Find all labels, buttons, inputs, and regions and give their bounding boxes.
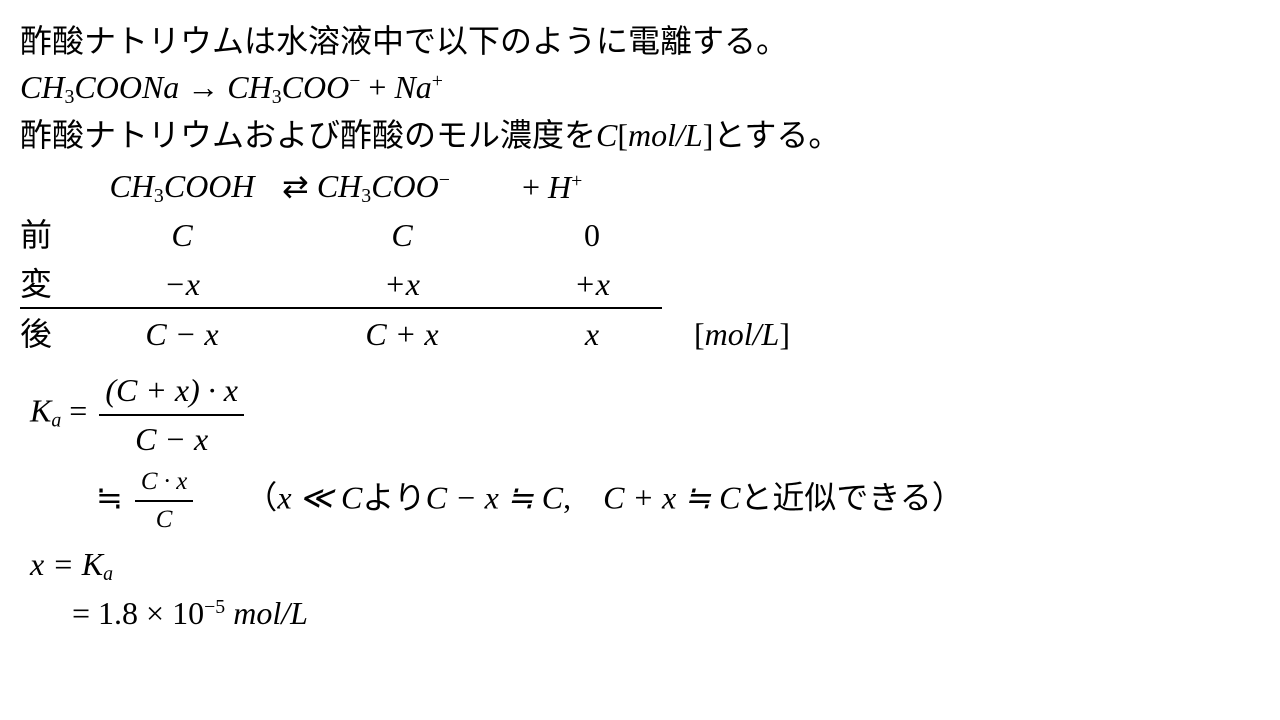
intro-line-1: 酢酸ナトリウムは水溶液中で以下のように電離する。 [20, 18, 1260, 64]
dissociation-equation: CH3COONa → CH3COO− + Na+ [20, 64, 1260, 112]
ka-fraction-2: C · x C [135, 464, 193, 538]
result-line-1: x = Ka [20, 541, 1260, 589]
ice-before-b: C [282, 212, 522, 258]
ice-row-change-label: 変 [20, 261, 82, 307]
intro-line3-var: C [596, 117, 617, 153]
ice-table: CH3COOH ⇄ CH3COO− + H+ 前 C C 0 変 −x +x +… [20, 163, 1260, 358]
ka-fraction-1: (C + x) · x C − x [99, 367, 244, 462]
ice-rule [20, 307, 662, 309]
ice-row-before-label: 前 [20, 212, 82, 258]
page: 酢酸ナトリウムは水溶液中で以下のように電離する。 CH3COONa → CH3C… [0, 0, 1280, 657]
ice-before-a: C [82, 212, 282, 258]
ka-note: （x ≪ CよりC − x ≒ C, C + x ≒ Cと近似できる） [245, 480, 963, 516]
equilibrium-rhs: + H+ [522, 164, 662, 210]
ice-change-b: +x [282, 261, 522, 307]
ice-change-c: +x [522, 261, 662, 307]
equilibrium-mid: ⇄ CH3COO− [282, 163, 522, 211]
ice-unit: [mol/L] [662, 311, 822, 357]
ice-after-b: C + x [282, 311, 522, 357]
ice-after-c: x [522, 311, 662, 357]
ice-before-c: 0 [522, 212, 662, 258]
ice-row-after-label: 後 [20, 311, 82, 357]
ice-change-a: −x [82, 261, 282, 307]
ice-after-a: C − x [82, 311, 282, 357]
result-line-2: = 1.8 × 10−5 mol/L [20, 590, 1260, 636]
ka-line-1: Ka = (C + x) · x C − x [20, 367, 1260, 462]
ka-block: Ka = (C + x) · x C − x ≒ C · x C （x ≪ Cよ… [20, 367, 1260, 636]
equilibrium-lhs: CH3COOH [82, 163, 282, 211]
intro-line3-prefix: 酢酸ナトリウムおよび酢酸のモル濃度を [20, 117, 596, 153]
ka-line-2: ≒ C · x C （x ≪ CよりC − x ≒ C, C + x ≒ Cと近… [20, 464, 1260, 538]
intro-line-3: 酢酸ナトリウムおよび酢酸のモル濃度をC[mol/L]とする。 [20, 112, 1260, 158]
unit-molL: mol/L [628, 117, 703, 153]
